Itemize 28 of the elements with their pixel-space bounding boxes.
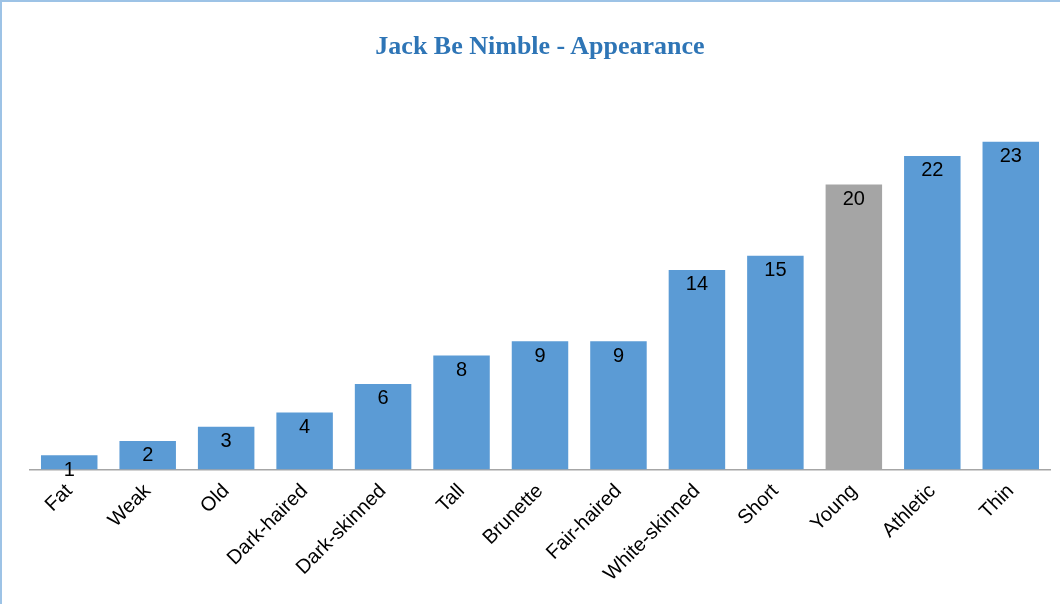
bar [590, 341, 647, 470]
data-label: 22 [921, 158, 944, 181]
bar [276, 412, 333, 470]
bar [982, 141, 1040, 470]
data-label: 3 [220, 429, 232, 452]
x-tick-label: Tall [431, 479, 469, 516]
data-label: 9 [534, 343, 546, 366]
bar [433, 355, 490, 470]
x-tick-label: Fat [39, 478, 77, 516]
data-label: 1 [63, 457, 75, 480]
data-label: 15 [764, 258, 787, 281]
bar [668, 269, 726, 470]
bar [511, 341, 569, 470]
bar [904, 155, 961, 470]
data-label: 2 [142, 443, 154, 466]
data-label: 6 [377, 386, 389, 409]
bar [354, 383, 412, 470]
bar [747, 255, 804, 470]
data-label: 4 [299, 414, 311, 437]
data-label: 23 [999, 144, 1022, 167]
data-label: 9 [612, 343, 625, 366]
x-tick-label: Thin [974, 479, 1018, 523]
chart-title: Jack Be Nimble - Appearance [375, 31, 705, 61]
bar [197, 426, 255, 470]
data-label: 20 [842, 186, 865, 209]
data-label: 14 [685, 272, 709, 295]
data-label: 8 [455, 357, 468, 380]
bar [119, 440, 176, 470]
